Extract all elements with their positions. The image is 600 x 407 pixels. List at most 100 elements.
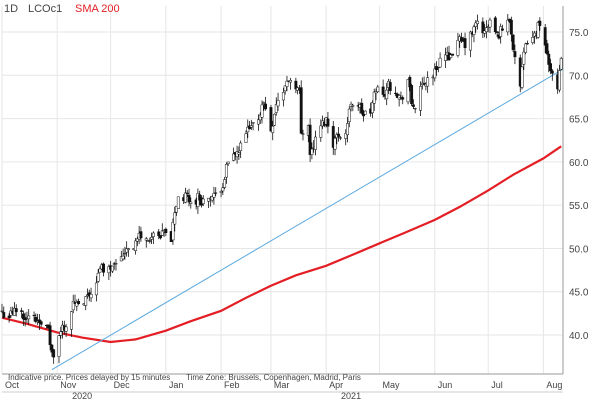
candle-body [64, 326, 68, 332]
candle-body [483, 30, 487, 34]
candle-body [308, 124, 312, 155]
candle-body [125, 248, 129, 253]
candle-body [331, 126, 335, 148]
candle-body [472, 26, 476, 35]
candle-body [525, 43, 529, 45]
candle-body [511, 34, 515, 51]
y-tick-label: 40.0 [569, 331, 589, 342]
candle-body [210, 196, 214, 201]
candle-body [32, 314, 36, 317]
candle-body [48, 325, 52, 346]
candle-body [212, 193, 216, 198]
candle-body [59, 331, 63, 336]
x-tick-label: Dec [114, 380, 131, 390]
candle-body [283, 85, 287, 92]
y-tick-label: 75.0 [569, 28, 589, 39]
candle-body [164, 228, 168, 234]
candle-body [20, 310, 24, 312]
interval-label[interactable]: 1D [4, 3, 19, 15]
y-tick-label: 50.0 [569, 244, 589, 255]
candle-body [70, 311, 73, 330]
candle-body [160, 230, 164, 236]
candle-body [538, 20, 542, 26]
candle-body [463, 38, 467, 49]
candle-body [173, 212, 177, 225]
candle-body [214, 192, 218, 194]
candle-body [319, 125, 323, 138]
candle-body [388, 82, 392, 91]
grid-layer [1, 6, 563, 374]
x-tick-label: Mar [274, 380, 290, 390]
candle-body [351, 105, 355, 107]
candle-body [285, 80, 289, 87]
candle-body [406, 79, 410, 103]
candle-body [294, 80, 298, 90]
candle-body [531, 36, 535, 43]
candle-body [94, 282, 98, 296]
candle-body [310, 148, 314, 155]
candle-body [337, 133, 341, 137]
candle-body [474, 22, 478, 27]
candle-body [274, 104, 278, 113]
x-tick-label: Jul [491, 380, 503, 390]
candle-body [219, 191, 223, 193]
candle-body [139, 231, 143, 239]
candle-body [385, 89, 389, 100]
candle-body [370, 102, 374, 114]
candle-body [150, 237, 154, 240]
candle-body [550, 70, 554, 74]
trend-line [51, 68, 564, 371]
candle-body [7, 315, 11, 319]
y-tick-label: 55.0 [569, 201, 589, 212]
candle-body [493, 17, 497, 32]
candle-body [50, 344, 54, 353]
timezone-text: Time Zone: Brussels, Copenhagen, Madrid,… [186, 373, 361, 382]
candle-body [422, 83, 426, 85]
candle-body [151, 232, 155, 237]
candle-body [360, 102, 364, 114]
candle-body [75, 302, 79, 307]
candle-body [338, 137, 342, 139]
candle-body [559, 58, 563, 70]
candle-body [260, 104, 264, 118]
candle-body [110, 265, 114, 272]
candle-body [557, 70, 561, 91]
candle-body [376, 86, 380, 92]
candle-body [513, 51, 517, 58]
candle-body [344, 133, 348, 139]
candle-body [533, 32, 536, 37]
candle-body [363, 110, 367, 115]
candle-body [224, 164, 228, 178]
candle-body [545, 43, 549, 54]
symbol-label[interactable]: LCOc1 [28, 3, 63, 15]
candle-body [436, 67, 440, 69]
y-tick-label: 60.0 [569, 158, 589, 169]
candle-body [201, 198, 205, 204]
candle-body [21, 313, 25, 320]
candle-body [232, 153, 235, 161]
x-tick-label: Nov [60, 380, 77, 390]
y-tick-label: 70.0 [569, 71, 589, 82]
candle-body [299, 87, 303, 134]
indicator-legend[interactable]: SMA 200 [75, 3, 120, 15]
candle-body [426, 77, 430, 87]
candle-body [438, 57, 442, 68]
candle-body [381, 86, 385, 95]
candle-body [313, 136, 317, 150]
candle-body [289, 80, 292, 83]
candle-body [372, 91, 376, 104]
year-label: 2021 [341, 391, 361, 401]
candle-body [171, 221, 175, 241]
trendline-layer [51, 68, 564, 371]
candle-body [301, 133, 305, 135]
candle-body [14, 308, 18, 313]
candle-body [27, 315, 31, 320]
x-tick-label: May [383, 380, 401, 390]
candle-body [157, 231, 161, 237]
candle-body [175, 205, 178, 213]
candle-body [524, 43, 528, 53]
candle-body [144, 238, 148, 241]
candle-body [333, 138, 337, 150]
candle-body [520, 66, 524, 88]
